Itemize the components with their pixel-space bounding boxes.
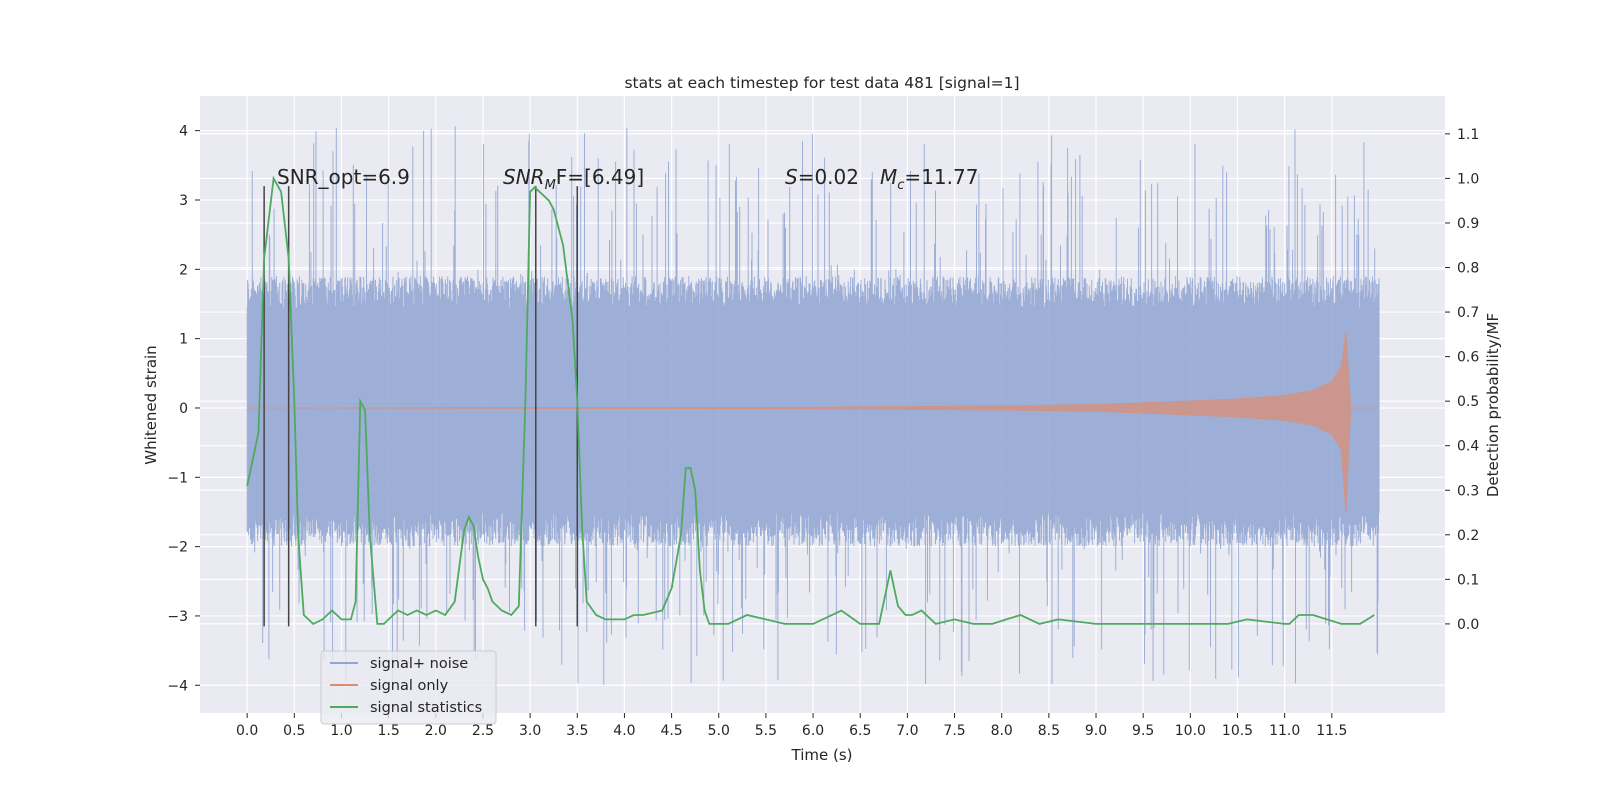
legend-label-signal-only: signal only <box>370 678 449 694</box>
y-tick-label: 0 <box>179 401 188 417</box>
x-tick-label: 11.5 <box>1316 723 1347 739</box>
annotation-snr-mf: SNRMF=[6.49] <box>503 165 644 193</box>
x-tick-label: 1.0 <box>330 723 352 739</box>
x-tick-label: 1.5 <box>378 723 400 739</box>
y-tick-label: 1 <box>179 332 188 348</box>
annotation-s: S=0.02 <box>785 165 859 189</box>
x-tick-label: 9.0 <box>1085 723 1107 739</box>
x-tick-label: 8.5 <box>1038 723 1060 739</box>
y2-tick-label: 1.1 <box>1457 127 1479 143</box>
x-tick-label: 11.0 <box>1269 723 1300 739</box>
x-tick-label: 4.0 <box>613 723 635 739</box>
y2-tick-label: 0.7 <box>1457 305 1479 321</box>
x-tick-label: 2.0 <box>425 723 447 739</box>
chart-title: stats at each timestep for test data 481… <box>624 74 1019 92</box>
y2-tick-label: 0.8 <box>1457 261 1479 277</box>
x-tick-label: 5.5 <box>755 723 777 739</box>
y2-tick-label: 1.0 <box>1457 171 1479 187</box>
y2-tick-label: 0.5 <box>1457 394 1479 410</box>
y2-axis-label: Detection probability/MF <box>1484 313 1502 497</box>
x-tick-label: 10.0 <box>1175 723 1206 739</box>
x-tick-label: 4.5 <box>660 723 682 739</box>
y-tick-label: 4 <box>179 124 188 140</box>
y-axis-left: 4 3 2 1 0 −1 −2 −3 −4 <box>167 124 200 694</box>
y2-tick-label: 0.2 <box>1457 528 1479 544</box>
annotation-mc: Mc=11.77 <box>880 165 978 193</box>
y-tick-label: −4 <box>167 678 188 694</box>
x-tick-label: 9.5 <box>1132 723 1154 739</box>
x-tick-label: 0.0 <box>236 723 258 739</box>
annotation-snr-opt: SNR_opt=6.9 <box>277 165 410 189</box>
x-tick-label: 5.0 <box>708 723 730 739</box>
y2-tick-label: 0.0 <box>1457 617 1479 633</box>
legend-label-signal-plus-noise: signal+ noise <box>370 656 468 672</box>
y-tick-label: −2 <box>167 540 188 556</box>
x-tick-label: 7.5 <box>943 723 965 739</box>
legend-box <box>320 650 497 725</box>
x-tick-label: 0.5 <box>283 723 305 739</box>
x-tick-label: 7.0 <box>896 723 918 739</box>
y-tick-label: 2 <box>179 262 188 278</box>
x-tick-label: 2.5 <box>472 723 494 739</box>
y-axis-right: 1.1 1.0 0.9 0.8 0.7 0.6 0.5 0.4 0.3 0.2 0.1 0.0 <box>1445 127 1479 633</box>
y2-tick-label: 0.6 <box>1457 350 1479 366</box>
x-tick-label: 3.5 <box>566 723 588 739</box>
y-tick-label: −1 <box>167 470 188 486</box>
x-tick-label: 6.0 <box>802 723 824 739</box>
y2-tick-label: 0.9 <box>1457 216 1479 232</box>
legend: signal+ noise signal only signal statist… <box>320 650 497 725</box>
signal-only-line <box>247 331 1379 513</box>
y-tick-label: 3 <box>179 193 188 209</box>
legend-label-signal-statistics: signal statistics <box>370 700 482 716</box>
x-tick-label: 3.0 <box>519 723 541 739</box>
signal-statistics-line <box>246 175 1375 625</box>
x-tick-label: 8.0 <box>991 723 1013 739</box>
y-axis-label: Whitened strain <box>142 345 160 464</box>
x-axis-label: Time (s) <box>791 746 853 764</box>
y2-tick-label: 0.1 <box>1457 572 1479 588</box>
x-tick-label: 10.5 <box>1222 723 1253 739</box>
x-tick-label: 6.5 <box>849 723 871 739</box>
y-tick-label: −3 <box>167 609 188 625</box>
y2-tick-label: 0.4 <box>1457 439 1479 455</box>
x-axis: 0.0 0.5 1.0 1.5 2.0 2.5 3.0 3.5 4.0 4.5 5.0 5.5 6.0 6… <box>236 713 1347 739</box>
y2-tick-label: 0.3 <box>1457 483 1479 499</box>
